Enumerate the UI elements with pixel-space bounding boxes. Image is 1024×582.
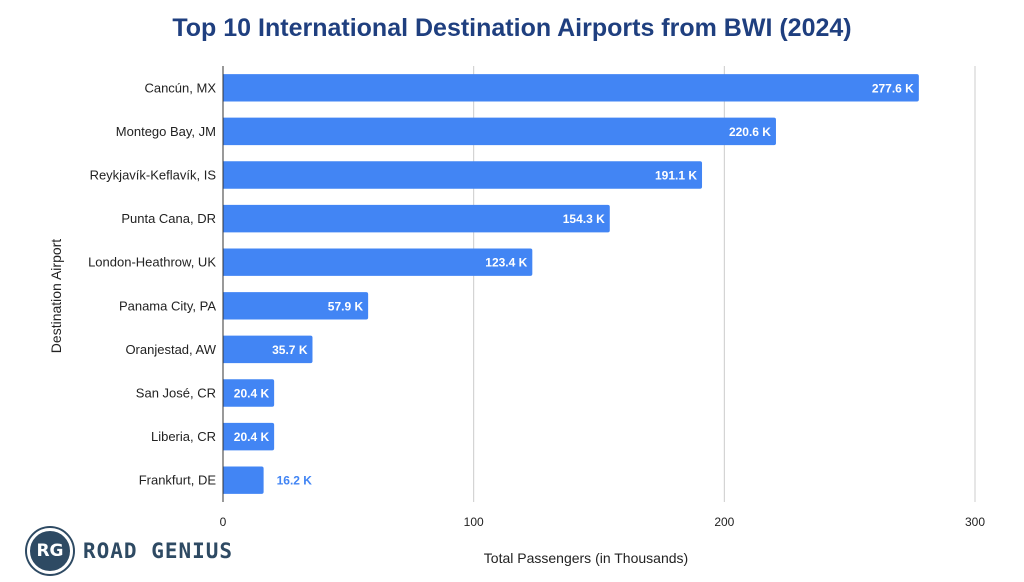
category-label: Oranjestad, AW (125, 342, 216, 357)
bar (223, 248, 533, 276)
bar (223, 335, 313, 364)
data-label: 35.7 K (272, 343, 308, 357)
bars (223, 74, 919, 494)
x-tick-label: 300 (965, 515, 985, 529)
chart-title: Top 10 International Destination Airport… (172, 14, 852, 42)
category-label: Reykjavík-Keflavík, IS (90, 168, 217, 183)
category-label: Liberia, CR (151, 429, 216, 444)
data-label: 20.4 K (234, 387, 270, 401)
bar (223, 466, 264, 494)
brand-logo-block: RG ROAD GENIUS (27, 528, 234, 574)
bar (223, 292, 369, 320)
bar (223, 74, 919, 102)
category-label: Panama City, PA (119, 298, 216, 313)
data-label: 191.1 K (655, 169, 697, 183)
data-label: 154.3 K (563, 212, 605, 226)
data-label: 16.2 K (277, 474, 313, 488)
data-label: 123.4 K (485, 256, 527, 270)
data-label: 20.4 K (234, 430, 270, 444)
category-label: Frankfurt, DE (139, 473, 217, 488)
category-label: Montego Bay, JM (116, 124, 216, 139)
category-label: Punta Cana, DR (121, 211, 216, 226)
category-label: Cancún, MX (144, 80, 216, 95)
bar (223, 379, 275, 407)
bar (223, 204, 610, 233)
road-genius-logo: RG (27, 528, 73, 574)
category-label: London-Heathrow, UK (88, 255, 216, 270)
x-tick-label: 200 (714, 515, 734, 529)
bar (223, 161, 703, 189)
bar (223, 422, 275, 451)
x-tick-label: 0 (220, 515, 227, 529)
data-label: 57.9 K (328, 299, 364, 313)
data-label: 277.6 K (872, 81, 914, 95)
category-label: San José, CR (136, 386, 216, 401)
x-axis-title: Total Passengers (in Thousands) (484, 550, 688, 566)
bar (223, 117, 776, 146)
data-label: 220.6 K (729, 125, 771, 139)
y-axis-title: Destination Airport (48, 239, 64, 354)
brand-name: ROAD GENIUS (83, 539, 234, 563)
x-tick-label: 100 (464, 515, 484, 529)
labels: 0 100 200 300 Cancún, MX 277.6 K Montego Bay, … (88, 80, 985, 529)
